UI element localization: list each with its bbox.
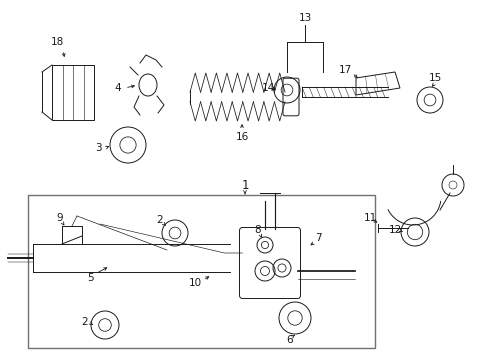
Text: 4: 4	[115, 83, 121, 93]
Text: 2: 2	[81, 317, 88, 327]
Text: 1: 1	[241, 179, 248, 192]
Text: 13: 13	[298, 13, 311, 23]
Text: 11: 11	[363, 213, 376, 223]
Text: 10: 10	[188, 278, 201, 288]
Text: 16: 16	[235, 132, 248, 142]
Text: 3: 3	[95, 143, 101, 153]
Text: 18: 18	[50, 37, 63, 47]
Text: 15: 15	[427, 73, 441, 83]
Text: 8: 8	[254, 225, 261, 235]
Text: 5: 5	[86, 273, 93, 283]
Text: 12: 12	[387, 225, 401, 235]
Text: 6: 6	[286, 335, 293, 345]
Text: 14: 14	[261, 83, 274, 93]
Text: 7: 7	[314, 233, 321, 243]
Text: 17: 17	[338, 65, 351, 75]
Text: 9: 9	[57, 213, 63, 223]
Text: 2: 2	[156, 215, 163, 225]
